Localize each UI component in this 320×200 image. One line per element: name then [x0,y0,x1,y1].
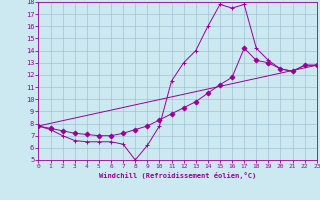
X-axis label: Windchill (Refroidissement éolien,°C): Windchill (Refroidissement éolien,°C) [99,172,256,179]
